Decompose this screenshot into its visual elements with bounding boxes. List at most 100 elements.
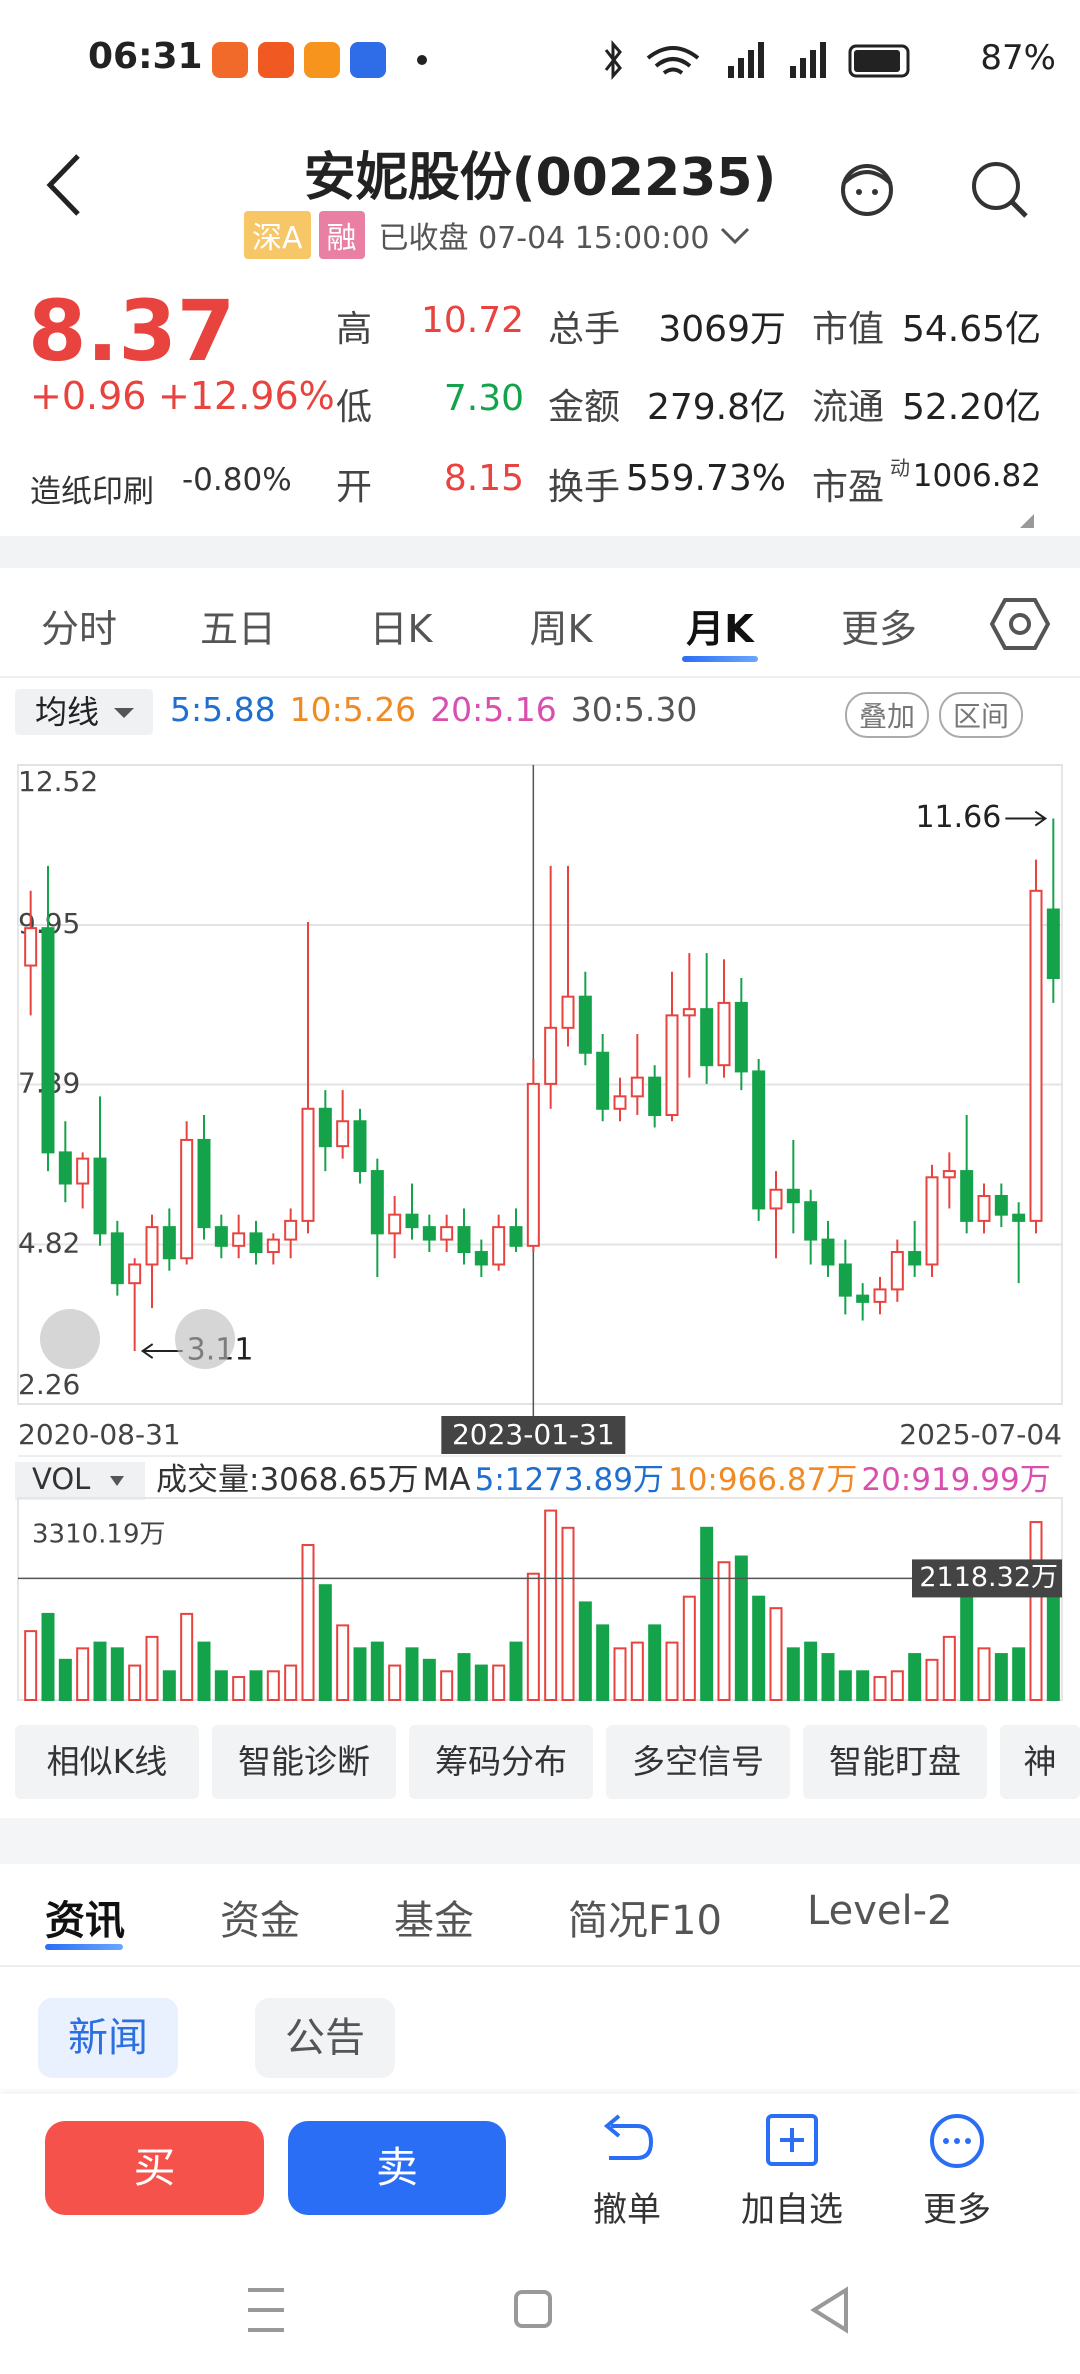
trade-action[interactable]: 加自选 bbox=[741, 2190, 843, 2230]
period-tab[interactable]: 月K bbox=[686, 607, 754, 651]
volume-bar bbox=[509, 1641, 523, 1702]
candle-body bbox=[994, 1194, 1008, 1216]
candle-body bbox=[908, 1251, 922, 1266]
vol-selector bbox=[15, 1462, 145, 1500]
quick-button[interactable]: 智能诊断 bbox=[212, 1725, 396, 1799]
candle-body bbox=[1046, 908, 1060, 979]
volume-bar bbox=[110, 1647, 124, 1701]
volume-bar bbox=[613, 1647, 627, 1701]
volume-bar bbox=[734, 1555, 748, 1702]
trade-action[interactable]: 撤单 bbox=[593, 2190, 661, 2230]
info-tab[interactable]: Level-2 bbox=[807, 1888, 953, 1934]
crosshair-value-bg bbox=[912, 1559, 1062, 1598]
quick-button[interactable]: 神 bbox=[1000, 1725, 1080, 1799]
stat-value: 559.73% bbox=[625, 458, 786, 499]
stat-label: 市盈 bbox=[812, 467, 885, 508]
volume-bar bbox=[544, 1509, 558, 1702]
info-tab[interactable]: 资金 bbox=[220, 1898, 300, 1944]
vol-tick-label: 3310.19万 bbox=[32, 1520, 166, 1550]
status-time: 06:31 bbox=[88, 36, 203, 77]
sell-button[interactable]: 卖 bbox=[288, 2121, 506, 2215]
y-tick-label: 12.52 bbox=[18, 765, 98, 798]
sector-pct: -0.80% bbox=[182, 462, 292, 498]
candle-body bbox=[1012, 1213, 1026, 1222]
settings-icon[interactable] bbox=[990, 596, 1050, 652]
chart-button[interactable]: 叠加 bbox=[845, 692, 930, 738]
volume-bar bbox=[630, 1641, 644, 1702]
volume-bar bbox=[942, 1635, 956, 1702]
stat-value: 8.15 bbox=[443, 458, 524, 499]
stat-label: 换手 bbox=[548, 467, 621, 508]
candle-body bbox=[544, 1026, 558, 1085]
stat-value: 54.65亿 bbox=[901, 309, 1041, 350]
chevron[interactable] bbox=[718, 223, 752, 247]
chart-button[interactable]: 区间 bbox=[939, 692, 1024, 738]
vol-frame bbox=[17, 1497, 1063, 1701]
candle-body bbox=[41, 927, 55, 1154]
volume-bar bbox=[1029, 1521, 1043, 1701]
ma-value: 30:5.30 bbox=[570, 690, 698, 729]
volume-bar bbox=[422, 1658, 436, 1702]
volume-bar bbox=[578, 1601, 592, 1702]
volume-bar bbox=[180, 1612, 194, 1701]
dropdown-arrow bbox=[114, 708, 135, 718]
period-tab[interactable]: 周K bbox=[529, 607, 593, 651]
sector: 造纸印刷 bbox=[30, 474, 154, 510]
status-battery: 87% bbox=[980, 38, 1056, 78]
sub-tab[interactable]: 公告 bbox=[255, 1998, 395, 2078]
tab-indicator bbox=[45, 1944, 123, 1950]
volume-bar bbox=[405, 1647, 419, 1701]
quick-button[interactable]: 智能盯盘 bbox=[803, 1725, 987, 1799]
volume-bar bbox=[58, 1658, 72, 1702]
back-button[interactable] bbox=[44, 152, 84, 218]
trade-action[interactable]: 更多 bbox=[923, 2190, 991, 2230]
volume-bar bbox=[1012, 1647, 1026, 1701]
price: 8.37 bbox=[28, 282, 236, 380]
buy-button[interactable]: 买 bbox=[45, 2121, 264, 2215]
candle-body bbox=[821, 1238, 835, 1266]
candle-body bbox=[890, 1251, 904, 1291]
candle-body bbox=[405, 1213, 419, 1229]
candle-body bbox=[58, 1151, 72, 1185]
volume-bar bbox=[284, 1664, 298, 1702]
ma-selector[interactable]: 均线 bbox=[15, 689, 153, 735]
volume-bar bbox=[336, 1624, 350, 1701]
candle-body bbox=[873, 1288, 887, 1303]
max-label: 11.66 bbox=[915, 800, 1001, 835]
sub-tab[interactable]: 新闻 bbox=[38, 1998, 178, 2078]
volume-bar bbox=[838, 1670, 852, 1701]
candle-body bbox=[700, 1008, 714, 1067]
period-tab[interactable]: 分时 bbox=[40, 607, 117, 651]
period-tab[interactable]: 五日 bbox=[199, 607, 276, 651]
header-subline: 深A 融已收盘 07-04 15:00:00 bbox=[244, 211, 752, 259]
more-icon bbox=[930, 2114, 984, 2168]
candle-body bbox=[214, 1226, 228, 1247]
separator bbox=[0, 536, 1080, 568]
volume-bar bbox=[440, 1670, 454, 1701]
quick-button[interactable]: 多空信号 bbox=[606, 1725, 790, 1799]
volume-bar bbox=[717, 1561, 731, 1701]
ma-value: 10:5.26 bbox=[289, 690, 417, 729]
divider bbox=[0, 676, 1080, 678]
period-tab[interactable]: 日K bbox=[369, 607, 433, 651]
info-tab[interactable]: 简况F10 bbox=[568, 1898, 722, 1944]
search-icon[interactable] bbox=[968, 158, 1030, 220]
volume-bar bbox=[786, 1647, 800, 1701]
candle-body bbox=[804, 1201, 818, 1241]
period-tab[interactable]: 更多 bbox=[840, 607, 917, 651]
vol-legend-item: 10:966.87万 bbox=[668, 1462, 857, 1498]
expand-corner[interactable] bbox=[1018, 512, 1036, 530]
volume-bar bbox=[24, 1630, 38, 1701]
stat-value: 3069万 bbox=[658, 309, 786, 350]
quick-button[interactable]: 筹码分布 bbox=[409, 1725, 593, 1799]
quick-button[interactable]: 相似K线 bbox=[15, 1725, 199, 1799]
stat-label: 总手 bbox=[548, 309, 621, 350]
candle-body bbox=[526, 1082, 540, 1247]
candle-body bbox=[180, 1138, 194, 1260]
info-tab[interactable]: 基金 bbox=[394, 1898, 474, 1944]
volume-bar bbox=[41, 1612, 55, 1701]
avatar-icon[interactable] bbox=[832, 156, 902, 218]
ma-value: 20:5.16 bbox=[430, 690, 557, 729]
divider bbox=[0, 1965, 1080, 1967]
info-tab[interactable]: 资讯 bbox=[45, 1898, 125, 1944]
